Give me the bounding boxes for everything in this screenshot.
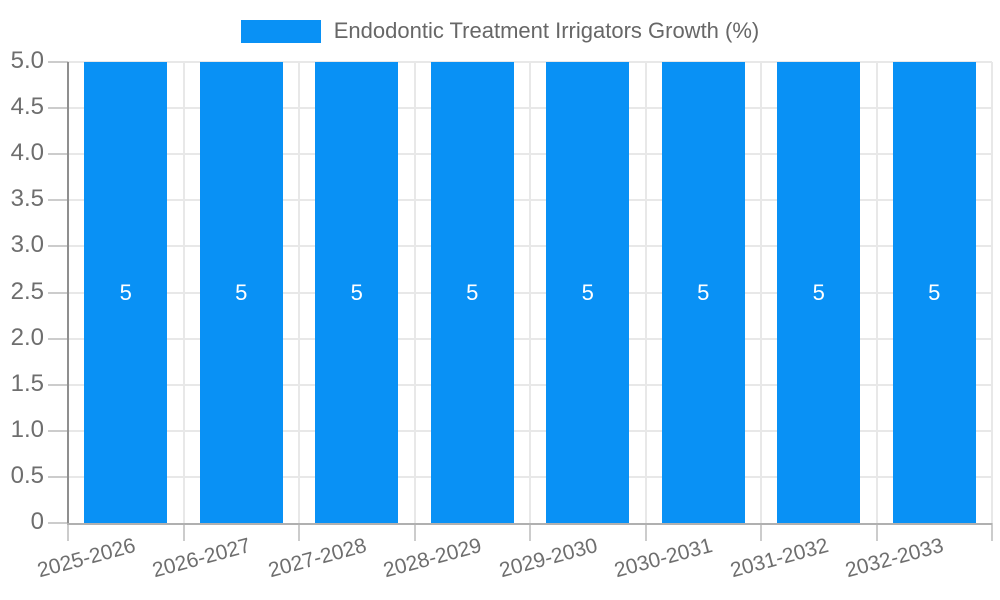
y-axis-tick — [48, 337, 68, 340]
x-axis-tick — [875, 523, 878, 541]
x-axis-label: 2029-2030 — [496, 534, 600, 583]
x-axis-tick — [67, 523, 69, 541]
y-axis-tick — [48, 383, 68, 386]
gridline-vertical — [298, 62, 300, 523]
x-axis-label: 2030-2031 — [612, 534, 716, 583]
y-axis-line — [67, 62, 69, 523]
y-axis-label: 3.5 — [10, 185, 44, 213]
gridline-vertical — [182, 62, 185, 523]
y-axis-tick — [48, 475, 68, 478]
x-axis-label: 2026-2027 — [150, 534, 254, 583]
legend-swatch-icon[interactable] — [240, 19, 321, 43]
y-axis-tick — [48, 153, 68, 156]
y-axis-tick — [48, 291, 68, 294]
x-axis-tick — [644, 523, 647, 541]
bar[interactable] — [777, 62, 861, 523]
gridline-vertical — [991, 62, 993, 523]
x-axis-tick — [413, 523, 416, 541]
y-axis-label: 4.5 — [10, 92, 44, 120]
y-axis-label: 1.0 — [10, 415, 44, 443]
y-axis-tick — [48, 61, 68, 63]
y-axis-label: 1.5 — [10, 369, 44, 397]
y-axis-tick — [48, 245, 68, 248]
bar[interactable] — [546, 62, 630, 523]
gridline-vertical — [529, 62, 531, 523]
y-axis-label: 0.5 — [10, 461, 44, 489]
bar[interactable] — [430, 62, 514, 523]
x-axis-tick — [529, 523, 531, 541]
y-axis-tick — [48, 522, 68, 524]
legend[interactable]: Endodontic Treatment Irrigators Growth (… — [0, 17, 1000, 45]
x-axis-line — [67, 523, 992, 525]
x-axis-label: 2027-2028 — [265, 534, 369, 583]
y-axis-label: 2.5 — [10, 277, 44, 305]
legend-label[interactable]: Endodontic Treatment Irrigators Growth (… — [333, 18, 760, 43]
x-axis-tick — [991, 523, 993, 541]
y-axis-label: 4.0 — [10, 139, 44, 167]
y-axis-label: 0 — [30, 507, 44, 535]
gridline-vertical — [760, 62, 762, 523]
x-axis-label: 2032-2033 — [843, 534, 947, 583]
y-axis-label: 3.0 — [10, 231, 44, 259]
bar[interactable] — [199, 62, 283, 523]
gridline-vertical — [875, 62, 878, 523]
x-axis-label: 2028-2029 — [381, 534, 485, 583]
x-axis-tick — [182, 523, 185, 541]
y-axis-label: 2.0 — [10, 323, 44, 351]
x-axis-label: 2025-2026 — [34, 534, 138, 583]
gridline-vertical — [644, 62, 647, 523]
x-axis-tick — [760, 523, 762, 541]
x-axis-tick — [298, 523, 300, 541]
gridline-vertical — [413, 62, 416, 523]
y-axis-label: 5.0 — [10, 46, 44, 74]
y-axis-tick — [48, 107, 68, 110]
bar[interactable] — [661, 62, 745, 523]
bar[interactable] — [315, 62, 399, 523]
y-axis-tick — [48, 429, 68, 432]
y-axis-tick — [48, 199, 68, 202]
bar[interactable] — [892, 62, 976, 523]
bar[interactable] — [84, 62, 168, 523]
x-axis-label: 2031-2032 — [727, 534, 831, 583]
